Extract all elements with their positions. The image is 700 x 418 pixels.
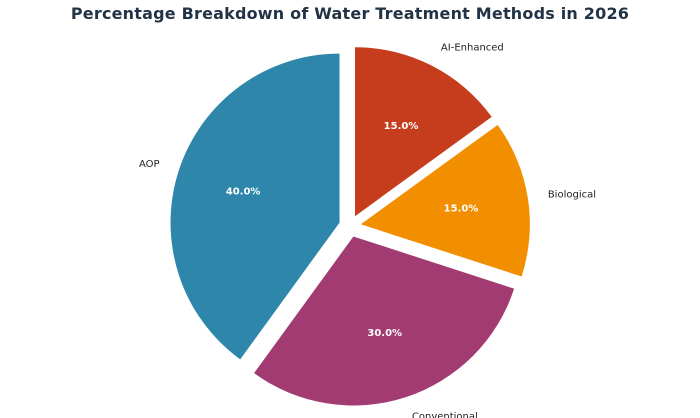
pie-slice-biological [360,124,530,277]
pie-category-label-biological: Biological [548,190,596,201]
pie-slice-aop [170,53,340,360]
pie-slice-conventional [254,236,515,406]
pie-value-label-conventional: 30.0% [367,328,402,339]
pie-category-label-ai-enhanced: AI-Enhanced [441,43,504,54]
pie-category-label-aop: AOP [139,159,160,170]
pie-value-label-ai-enhanced: 15.0% [384,121,419,132]
pie-value-label-biological: 15.0% [444,203,479,214]
chart-title: Percentage Breakdown of Water Treatment … [70,4,630,23]
pie-slice-ai-enhanced [354,47,492,217]
pie-category-label-conventional: Conventional [412,411,478,418]
pie-value-label-aop: 40.0% [226,186,261,197]
